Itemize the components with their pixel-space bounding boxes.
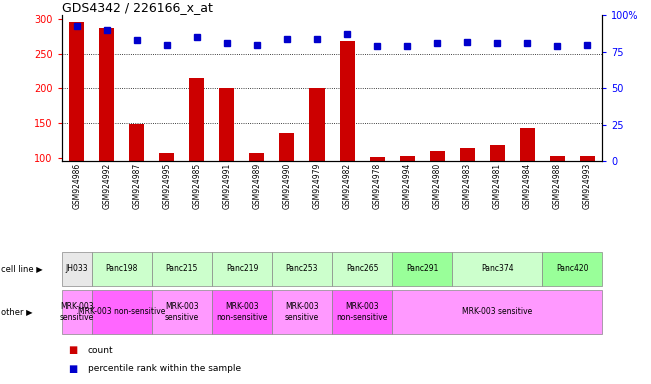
Bar bbox=[279, 133, 294, 161]
Text: JH033: JH033 bbox=[66, 264, 88, 273]
Bar bbox=[400, 156, 415, 161]
Bar bbox=[159, 153, 174, 161]
Bar bbox=[542, 252, 602, 286]
Bar bbox=[70, 22, 85, 161]
Text: Panc219: Panc219 bbox=[226, 264, 258, 273]
Text: percentile rank within the sample: percentile rank within the sample bbox=[88, 364, 241, 373]
Bar bbox=[212, 290, 272, 334]
Bar bbox=[460, 148, 475, 161]
Bar bbox=[332, 252, 392, 286]
Bar bbox=[392, 290, 602, 334]
Text: Panc374: Panc374 bbox=[481, 264, 514, 273]
Bar bbox=[62, 290, 92, 334]
Text: MRK-003
non-sensitive: MRK-003 non-sensitive bbox=[216, 302, 268, 322]
Bar bbox=[152, 290, 212, 334]
Text: Panc291: Panc291 bbox=[406, 264, 438, 273]
Bar bbox=[92, 290, 152, 334]
Text: Panc198: Panc198 bbox=[105, 264, 138, 273]
Text: MRK-003
sensitive: MRK-003 sensitive bbox=[285, 302, 319, 322]
Bar bbox=[340, 41, 355, 161]
Bar bbox=[272, 252, 332, 286]
Text: MRK-003
non-sensitive: MRK-003 non-sensitive bbox=[337, 302, 388, 322]
Bar bbox=[130, 124, 145, 161]
Bar bbox=[392, 252, 452, 286]
Bar bbox=[332, 290, 392, 334]
Bar bbox=[62, 252, 92, 286]
Bar bbox=[452, 252, 542, 286]
Bar bbox=[309, 88, 324, 161]
Text: Panc265: Panc265 bbox=[346, 264, 378, 273]
Text: MRK-003 non-sensitive: MRK-003 non-sensitive bbox=[78, 308, 165, 316]
Bar bbox=[212, 252, 272, 286]
Text: other ▶: other ▶ bbox=[1, 308, 33, 316]
Bar bbox=[579, 156, 594, 161]
Text: ■: ■ bbox=[68, 345, 77, 355]
Bar bbox=[189, 78, 204, 161]
Bar bbox=[490, 145, 505, 161]
Text: MRK-003
sensitive: MRK-003 sensitive bbox=[165, 302, 199, 322]
Bar bbox=[272, 290, 332, 334]
Text: count: count bbox=[88, 346, 113, 355]
Bar bbox=[519, 128, 534, 161]
Bar bbox=[549, 156, 564, 161]
Text: MRK-003 sensitive: MRK-003 sensitive bbox=[462, 308, 533, 316]
Bar bbox=[370, 157, 385, 161]
Bar bbox=[152, 252, 212, 286]
Text: MRK-003
sensitive: MRK-003 sensitive bbox=[60, 302, 94, 322]
Bar bbox=[249, 153, 264, 161]
Text: GDS4342 / 226166_x_at: GDS4342 / 226166_x_at bbox=[62, 1, 213, 14]
Bar bbox=[100, 28, 115, 161]
Text: Panc253: Panc253 bbox=[286, 264, 318, 273]
Text: ■: ■ bbox=[68, 364, 77, 374]
Bar bbox=[430, 151, 445, 161]
Text: cell line ▶: cell line ▶ bbox=[1, 264, 42, 273]
Bar bbox=[92, 252, 152, 286]
Text: Panc420: Panc420 bbox=[556, 264, 589, 273]
Text: Panc215: Panc215 bbox=[166, 264, 198, 273]
Bar bbox=[219, 88, 234, 161]
